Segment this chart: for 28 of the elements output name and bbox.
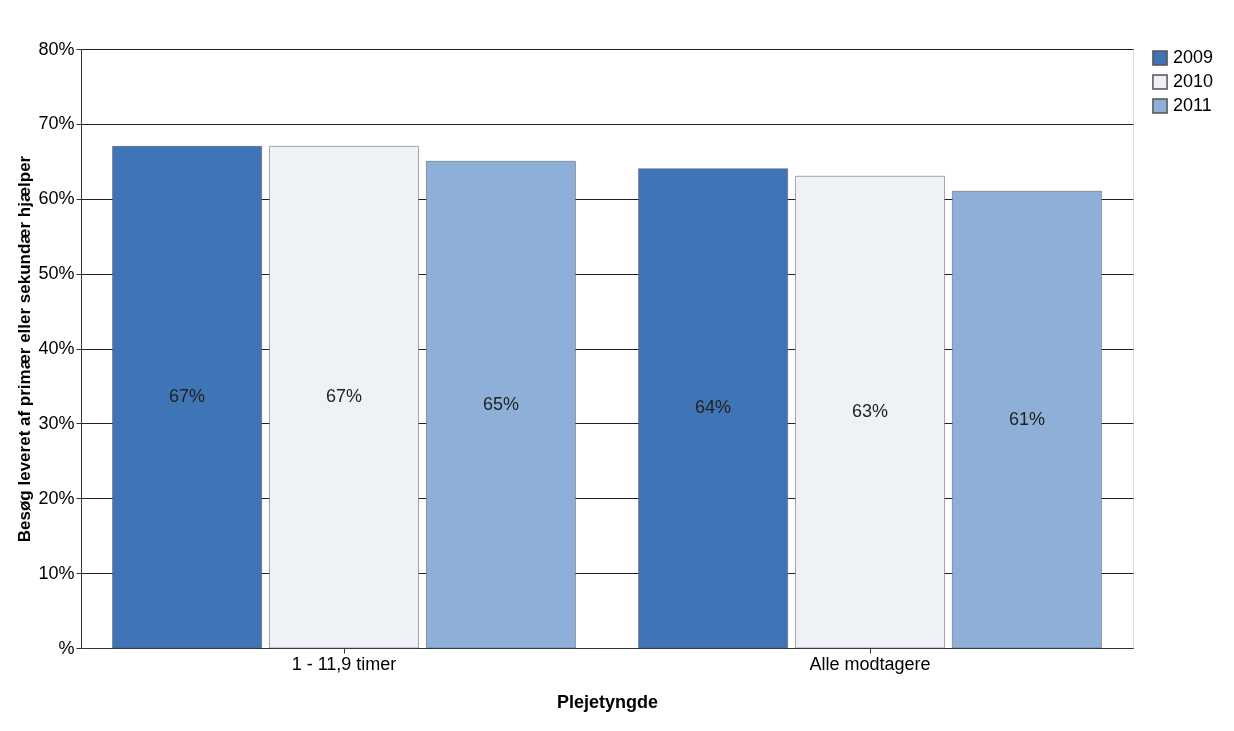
legend-label: 2011 <box>1173 95 1212 115</box>
bar <box>426 161 576 649</box>
x-tick-label: Alle modtagere <box>809 653 931 674</box>
bar <box>112 146 262 649</box>
y-tick-label: 30% <box>38 412 75 433</box>
y-tick-label: 70% <box>38 113 75 134</box>
data-label: 63% <box>851 401 889 422</box>
bar <box>269 146 419 649</box>
y-tick-label: 10% <box>38 562 75 583</box>
data-label: 67% <box>325 386 363 407</box>
bar <box>638 168 788 649</box>
x-axis-title: Plejetyngde <box>556 691 659 712</box>
y-tick-label: % <box>58 637 75 658</box>
x-tick-label: 1 - 11,9 timer <box>291 653 397 674</box>
bar <box>952 191 1102 649</box>
data-label: 64% <box>695 397 732 418</box>
y-tick-label: 50% <box>38 263 75 284</box>
y-axis-title: Besøg leveret af primær eller sekundær hjælper <box>15 155 35 543</box>
y-tick-label: 40% <box>38 338 75 358</box>
y-tick-label: 20% <box>38 487 75 508</box>
y-tick-label: 80% <box>38 38 75 59</box>
legend-label: 2009 <box>1173 47 1214 67</box>
bar <box>795 176 945 649</box>
legend-label: 2010 <box>1173 71 1214 91</box>
data-label: 61% <box>1008 408 1045 429</box>
y-tick-label: 60% <box>38 188 75 209</box>
data-label: 67% <box>169 386 206 407</box>
data-label: 65% <box>482 393 519 414</box>
